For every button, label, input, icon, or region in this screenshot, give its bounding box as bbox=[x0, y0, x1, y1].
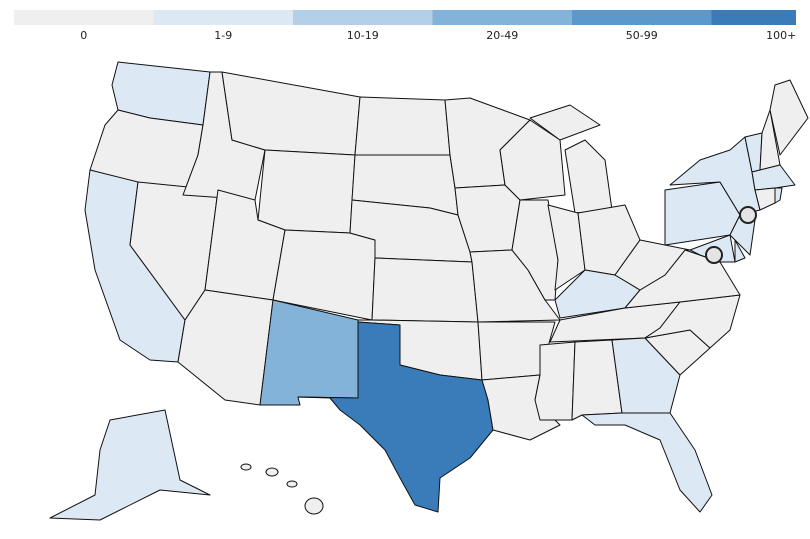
legend-label: 20-49 bbox=[486, 29, 518, 42]
state bbox=[614, 239, 691, 291]
legend: 0 1-9 10-19 20-49 50-99 100+ bbox=[14, 10, 796, 42]
legend-label: 50-99 bbox=[626, 29, 658, 42]
state bbox=[286, 480, 298, 488]
state bbox=[49, 409, 211, 521]
state bbox=[734, 239, 746, 263]
state bbox=[564, 139, 613, 214]
state bbox=[581, 412, 713, 513]
state bbox=[221, 71, 361, 156]
legend-swatch bbox=[711, 10, 796, 25]
legend-label: 10-19 bbox=[347, 29, 379, 42]
city-marker[interactable] bbox=[739, 206, 757, 224]
state bbox=[297, 321, 494, 513]
state bbox=[534, 341, 576, 421]
state bbox=[257, 149, 356, 234]
state bbox=[354, 96, 451, 156]
state bbox=[240, 463, 252, 471]
legend-swatch bbox=[432, 10, 572, 25]
state bbox=[751, 164, 796, 191]
legend-swatch bbox=[14, 10, 154, 25]
state bbox=[547, 204, 586, 291]
legend-label: 1-9 bbox=[214, 29, 232, 42]
state bbox=[769, 79, 809, 156]
state bbox=[259, 299, 359, 406]
legend-swatch bbox=[572, 10, 712, 25]
state bbox=[611, 337, 681, 414]
legend-label: 0 bbox=[80, 29, 87, 42]
legend-swatch bbox=[293, 10, 433, 25]
state bbox=[371, 257, 479, 323]
state bbox=[304, 497, 324, 515]
state bbox=[774, 187, 783, 204]
legend-label: 100+ bbox=[766, 29, 796, 42]
legend-swatch bbox=[153, 10, 293, 25]
state bbox=[644, 294, 741, 349]
state bbox=[529, 104, 601, 141]
city-marker[interactable] bbox=[705, 246, 723, 264]
state bbox=[499, 119, 566, 201]
us-map bbox=[49, 61, 809, 521]
state bbox=[265, 467, 279, 477]
